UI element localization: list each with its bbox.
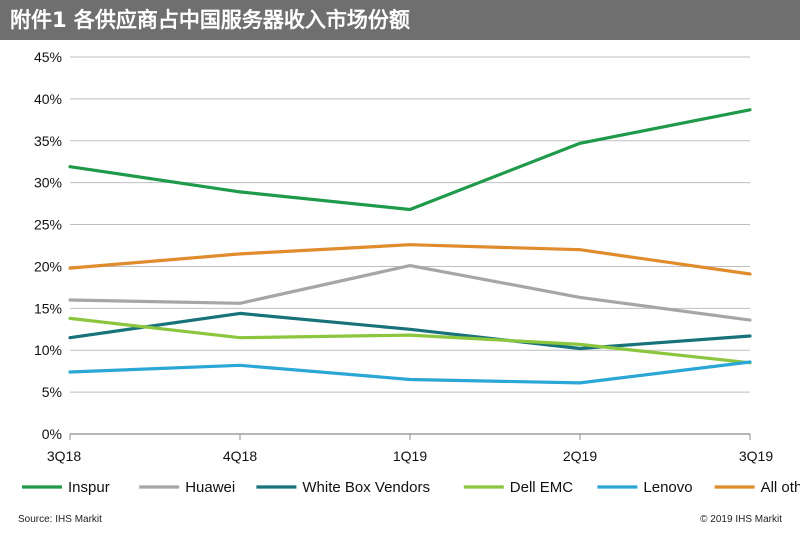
y-tick-label: 35%: [34, 133, 62, 149]
series-line-lenovo: [68, 360, 752, 385]
legend: Inspur Huawei White Box Vendors Dell EMC Len…: [22, 479, 800, 496]
series-line-all-others: [68, 243, 752, 276]
x-tick-label: 3Q19: [739, 448, 773, 464]
x-tick-label: 4Q18: [223, 448, 257, 464]
series-line-inspur: [68, 108, 752, 212]
x-tick-label: 1Q19: [393, 448, 427, 464]
copyright-note: © 2019 IHS Markit: [700, 514, 782, 525]
y-tick-label: 20%: [34, 258, 62, 274]
y-tick-label: 15%: [34, 300, 62, 316]
legend-label: Huawei: [185, 479, 235, 496]
y-tick-label: 0%: [42, 426, 62, 442]
legend-label: Inspur: [68, 479, 110, 496]
y-tick-label: 25%: [34, 217, 62, 233]
chart-title: 附件1 各供应商占中国服务器收入市场份额: [0, 0, 800, 40]
legend-label: White Box Vendors: [302, 479, 430, 496]
y-tick-label: 45%: [34, 49, 62, 65]
series-line-white-box-vendors: [68, 311, 752, 351]
axes: 0% 5% 10% 15% 20% 25% 30% 35% 40% 45% 3Q18 4Q18 1Q19…: [34, 49, 773, 464]
legend-label: All others: [761, 479, 800, 496]
gridlines: [70, 56, 750, 393]
y-tick-label: 10%: [34, 342, 62, 358]
source-note: Source: IHS Markit: [18, 514, 102, 525]
y-tick-label: 30%: [34, 175, 62, 191]
x-tick-label: 3Q18: [47, 448, 81, 464]
series-lines: [68, 108, 752, 385]
x-tick-label: 2Q19: [563, 448, 597, 464]
series-line-huawei: [68, 264, 752, 322]
y-tick-label: 5%: [42, 384, 62, 400]
series-line-dell-emc: [68, 316, 752, 365]
legend-label: Dell EMC: [510, 479, 574, 496]
y-tick-label: 40%: [34, 91, 62, 107]
legend-label: Lenovo: [643, 479, 692, 496]
